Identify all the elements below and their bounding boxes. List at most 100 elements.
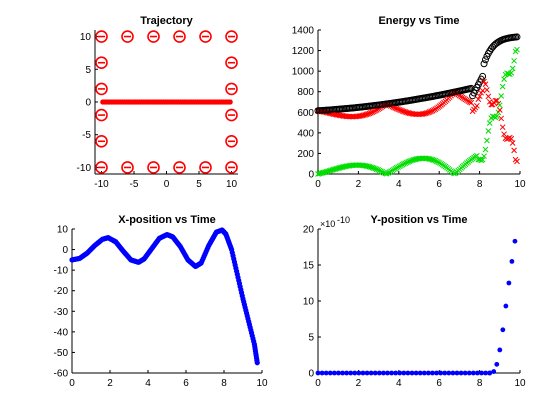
x-tick-label: 0: [315, 378, 321, 389]
charge-marker: [95, 82, 108, 96]
y-position-point: [368, 370, 374, 376]
charge-marker: [225, 30, 238, 43]
y-position-point: [397, 370, 403, 376]
kinetic-energy-point: [432, 157, 439, 164]
potential-energy-point: [369, 109, 376, 115]
x-tick-label: 4: [396, 378, 402, 389]
x-tick-label: 8: [221, 378, 227, 389]
y-position-point: [466, 370, 472, 376]
charge-marker: [225, 56, 238, 70]
y-tick-label: 400: [297, 128, 314, 139]
potential-energy-point: [481, 78, 487, 85]
kinetic-energy-point: [482, 146, 489, 153]
y-position-point: [315, 370, 321, 376]
y-tick-label: 0: [62, 245, 68, 256]
y-tick-label: -30: [54, 307, 69, 318]
y-position-point: [381, 370, 386, 376]
potential-energy-point: [499, 124, 506, 131]
y-position-point: [503, 303, 509, 309]
y-tick-label: 1400: [292, 26, 315, 37]
energy-vs-time-plot: 0 2 4 6 8 10 0 200 400 600 800 1000 1200 1400 Energy v…: [292, 15, 526, 190]
charge-marker: [95, 56, 108, 70]
x-tick-label: 6: [436, 179, 442, 190]
potential-energy-point: [426, 109, 433, 115]
y-position-point: [479, 370, 484, 376]
y-position-point: [327, 370, 333, 376]
x-tick-label: -5: [130, 179, 139, 190]
y-tick-label: 15: [303, 261, 315, 272]
x-tick-label: 0: [164, 179, 170, 190]
y-position-point: [372, 370, 378, 376]
x-tick-label: 6: [183, 378, 189, 389]
x-tick-label: 5: [196, 179, 202, 190]
y-position-point: [356, 370, 362, 376]
potential-energy-point: [511, 147, 517, 154]
x-position-point: [254, 360, 260, 366]
total-energy-point: [513, 33, 521, 41]
y-tick-label: 10: [80, 32, 92, 43]
charge-marker: [225, 108, 238, 122]
kinetic-energy-point: [433, 158, 440, 165]
y-tick-label: -10: [77, 163, 92, 174]
y-position-point: [494, 361, 500, 367]
y-tick-label: -10: [54, 266, 69, 277]
kinetic-energy-point: [479, 156, 486, 163]
kinetic-energy-point: [496, 102, 503, 109]
potential-energy-point: [468, 99, 475, 106]
x-tick-label: 4: [145, 378, 151, 389]
potential-energy-point: [392, 105, 399, 111]
y-position-point: [360, 370, 366, 376]
x-tick-label: 2: [356, 378, 362, 389]
x-tick-label: -10: [94, 179, 109, 190]
x-tick-label: 10: [226, 179, 238, 190]
y-position-point: [340, 370, 345, 376]
x-tick-label: 2: [107, 378, 113, 389]
kinetic-energy-point: [484, 137, 490, 144]
chart-title: Energy vs Time: [378, 15, 459, 27]
y-tick-label: 20: [303, 225, 315, 236]
kinetic-energy-point: [498, 93, 505, 99]
y-position-point: [364, 370, 370, 376]
y-position-point: [405, 370, 411, 376]
charge-marker: [95, 30, 108, 43]
x-tick-label: 8: [477, 179, 483, 190]
y-tick-label: 0: [308, 369, 314, 380]
y-position-point: [323, 370, 329, 376]
x-tick-label: 10: [256, 378, 268, 389]
chart-title: Y-position vs Time: [371, 214, 468, 226]
trajectory-plot: -10 -5 0 5 10 -10 -5 0 5 10 Trajectory: [77, 15, 238, 190]
charge-marker: [95, 108, 108, 122]
potential-energy-point: [395, 106, 402, 113]
y-position-point: [425, 370, 431, 376]
y-position-point: [376, 370, 382, 376]
y-position-point: [389, 370, 394, 376]
kinetic-energy-point: [511, 57, 517, 64]
potential-energy-point: [508, 135, 515, 142]
potential-energy-point: [366, 110, 373, 117]
y-tick-label: 5: [308, 333, 314, 344]
exponent-power: -10: [337, 215, 350, 225]
potential-energy-point: [496, 107, 503, 113]
y-position-point: [413, 370, 419, 376]
y-tick-label: 5: [85, 65, 91, 76]
potential-energy-point: [509, 140, 516, 146]
y-tick-label: 0: [85, 98, 91, 109]
charge-marker: [121, 30, 134, 43]
kinetic-energy-point: [376, 167, 383, 174]
kinetic-energy-point: [509, 65, 516, 72]
y-position-point: [393, 370, 399, 376]
x-tick-label: 0: [69, 378, 75, 389]
y-position-point: [462, 370, 468, 376]
charge-marker: [173, 30, 186, 43]
y-tick-label: -20: [54, 286, 69, 297]
x-tick-label: 6: [436, 378, 442, 389]
y-position-point: [409, 370, 415, 376]
exponent-label: ×10: [320, 219, 335, 229]
y-tick-label: -40: [54, 327, 69, 338]
kinetic-energy-point: [474, 152, 480, 159]
kinetic-energy-point: [403, 159, 410, 166]
charge-marker: [225, 161, 238, 174]
potential-energy-point: [498, 115, 505, 122]
kinetic-energy-point: [373, 166, 380, 173]
charge-marker: [225, 82, 238, 96]
